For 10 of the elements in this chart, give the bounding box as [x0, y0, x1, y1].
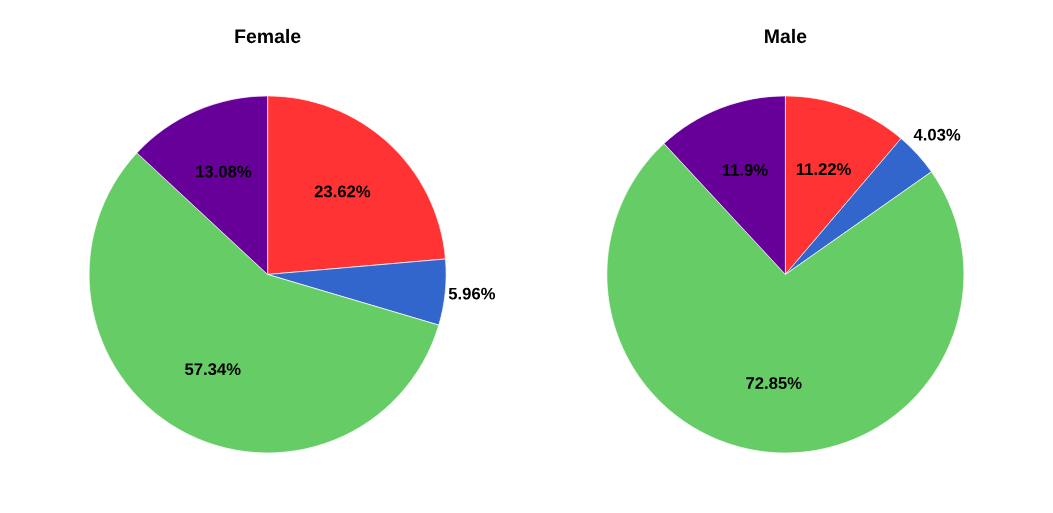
data-label: 23.62%	[314, 185, 371, 198]
data-label: 72.85%	[746, 377, 802, 389]
data-label: 5.96%	[448, 287, 496, 300]
data-label: 11.9%	[722, 164, 768, 176]
chart-title: Female	[235, 28, 301, 44]
chart-title: Male	[765, 28, 807, 44]
data-label: 4.03%	[913, 128, 961, 141]
data-label: 11.22%	[796, 163, 851, 176]
data-label: 57.34%	[185, 363, 241, 376]
data-label: 13.08%	[196, 165, 252, 178]
